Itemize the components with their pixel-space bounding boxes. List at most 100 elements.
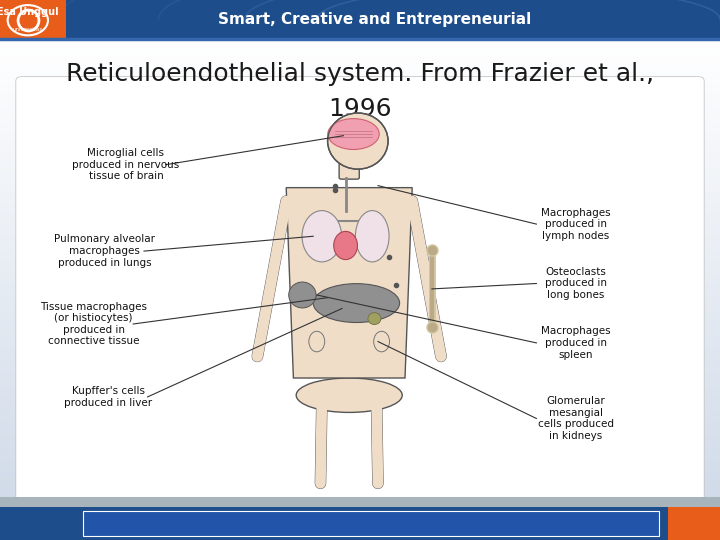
- Polygon shape: [287, 188, 412, 378]
- Bar: [0, 374, 720, 378]
- Bar: [0, 101, 720, 105]
- Text: Esa Unggul: Esa Unggul: [0, 6, 58, 17]
- Bar: [0, 109, 720, 113]
- Bar: [0, 413, 720, 417]
- Bar: [0, 433, 720, 436]
- Bar: [0, 51, 720, 55]
- Bar: [0, 90, 720, 93]
- Bar: [0, 0, 66, 39]
- Bar: [0, 339, 720, 343]
- Bar: [0, 315, 720, 320]
- Text: Pulmonary alveolar
macrophages
produced in lungs: Pulmonary alveolar macrophages produced …: [54, 234, 155, 268]
- Bar: [0, 253, 720, 257]
- Bar: [0, 195, 720, 199]
- Bar: [0, 222, 720, 226]
- Bar: [0, 55, 720, 58]
- Bar: [0, 191, 720, 195]
- Bar: [0, 58, 720, 62]
- Bar: [0, 202, 720, 206]
- Text: Smart, Creative and Entrepreneurial: Smart, Creative and Entrepreneurial: [217, 12, 531, 27]
- Text: Microglial cells
produced in nervous
tissue of brain: Microglial cells produced in nervous tis…: [73, 148, 179, 181]
- Bar: [83, 510, 659, 536]
- Bar: [0, 323, 720, 327]
- Bar: [0, 97, 720, 101]
- Bar: [0, 167, 720, 171]
- Bar: [0, 199, 720, 202]
- Bar: [0, 43, 720, 46]
- Bar: [0, 156, 720, 160]
- Bar: [0, 421, 720, 424]
- Bar: [0, 308, 720, 312]
- Bar: [0, 280, 720, 285]
- Bar: [0, 144, 720, 148]
- Bar: [0, 448, 720, 452]
- Bar: [0, 46, 720, 51]
- Ellipse shape: [296, 378, 402, 413]
- Bar: [0, 479, 720, 483]
- Bar: [83, 510, 659, 536]
- Text: Reticuloendothelial system. From Frazier et al.,: Reticuloendothelial system. From Frazier…: [66, 62, 654, 85]
- Bar: [0, 234, 720, 238]
- Bar: [0, 335, 720, 339]
- Bar: [0, 86, 720, 90]
- Bar: [0, 241, 720, 245]
- Bar: [0, 471, 720, 475]
- Bar: [0, 300, 720, 304]
- Bar: [0, 312, 720, 315]
- Bar: [0, 464, 720, 468]
- Bar: [0, 355, 720, 359]
- Text: Kupffer's cells
produced in liver: Kupffer's cells produced in liver: [64, 386, 152, 408]
- Bar: [0, 257, 720, 261]
- Bar: [0, 214, 720, 218]
- Bar: [0, 218, 720, 222]
- Bar: [0, 129, 720, 132]
- Bar: [0, 456, 720, 460]
- Bar: [0, 401, 720, 405]
- Text: Osteoclasts
produced in
long bones: Osteoclasts produced in long bones: [545, 267, 607, 300]
- Ellipse shape: [356, 211, 389, 262]
- Bar: [0, 171, 720, 176]
- Bar: [0, 93, 720, 97]
- Text: Macrophages
produced in
lymph nodes: Macrophages produced in lymph nodes: [541, 207, 611, 241]
- FancyBboxPatch shape: [16, 77, 704, 504]
- Bar: [0, 265, 720, 269]
- Bar: [0, 429, 720, 433]
- Bar: [0, 117, 720, 121]
- Bar: [0, 82, 720, 86]
- Bar: [0, 285, 720, 288]
- Bar: [0, 164, 720, 167]
- Bar: [0, 417, 720, 421]
- Bar: [0, 160, 720, 164]
- Ellipse shape: [333, 231, 358, 260]
- Bar: [0, 491, 720, 495]
- Ellipse shape: [374, 332, 390, 352]
- Bar: [0, 136, 720, 140]
- Bar: [0, 370, 720, 374]
- Bar: [0, 497, 720, 507]
- Bar: [0, 503, 720, 507]
- Bar: [0, 386, 720, 390]
- Bar: [0, 249, 720, 253]
- Text: Tissue macrophages
(or histiocytes)
produced in
connective tissue: Tissue macrophages (or histiocytes) prod…: [40, 302, 147, 346]
- Ellipse shape: [368, 313, 381, 325]
- Text: Macrophages
produced in
spleen: Macrophages produced in spleen: [541, 326, 611, 360]
- Ellipse shape: [302, 211, 342, 262]
- Bar: [0, 276, 720, 280]
- Bar: [0, 273, 720, 276]
- Bar: [0, 62, 720, 66]
- Bar: [0, 475, 720, 479]
- Text: Glomerular
mesangial
cells produced
in kidneys: Glomerular mesangial cells produced in k…: [538, 396, 614, 441]
- Bar: [0, 350, 720, 355]
- Bar: [0, 148, 720, 152]
- Bar: [0, 397, 720, 401]
- Bar: [0, 121, 720, 125]
- Bar: [0, 452, 720, 456]
- Bar: [0, 238, 720, 241]
- Bar: [0, 366, 720, 370]
- Bar: [0, 140, 720, 144]
- Bar: [0, 39, 720, 43]
- Bar: [0, 405, 720, 409]
- Ellipse shape: [289, 282, 316, 308]
- Bar: [0, 176, 720, 179]
- Bar: [0, 347, 720, 350]
